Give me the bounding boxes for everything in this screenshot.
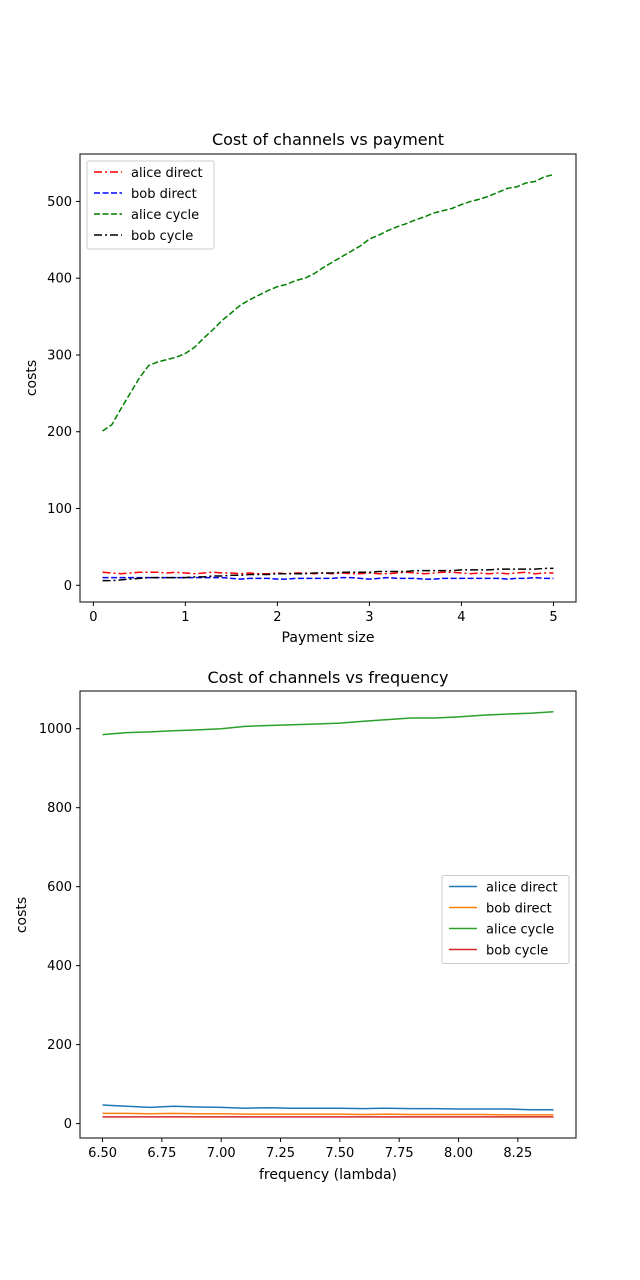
legend-label: bob direct: [131, 187, 197, 202]
frequency-chart: Cost of channels vs frequency 6.50 6.75 7.…: [14, 668, 577, 1183]
y-tick-label: 800: [47, 801, 72, 816]
series-line: [102, 1112, 554, 1116]
x-tick-label: 4: [457, 610, 465, 625]
series-line: [102, 1104, 554, 1111]
y-tick-label: 0: [64, 579, 72, 594]
legend-label: bob cycle: [131, 229, 193, 244]
x-axis-label: Payment size: [282, 630, 375, 646]
y-tick-label: 500: [47, 195, 72, 210]
x-tick-label: 7.00: [207, 1146, 236, 1161]
x-tick-label: 0: [89, 610, 97, 625]
x-tick-label: 7.25: [266, 1146, 295, 1161]
y-tick-label: 400: [47, 272, 72, 287]
frequency-legend: alice direct bob direct alice cycle bob cyc…: [441, 875, 570, 964]
x-tick-label: 8.25: [503, 1146, 532, 1161]
payment-y-ticks: 0 100 200 300 400 500: [47, 195, 80, 594]
x-tick-label: 7.50: [325, 1146, 354, 1161]
legend-label: alice cycle: [486, 923, 554, 938]
frequency-y-ticks: 0 200 400 600 800 1000: [39, 722, 80, 1132]
legend-label: bob direct: [486, 902, 552, 917]
y-tick-label: 300: [47, 348, 72, 363]
y-tick-label: 200: [47, 1038, 72, 1053]
legend-box: [86, 160, 215, 250]
payment-plot-frame: [79, 153, 577, 603]
chart-title: Cost of channels vs payment: [212, 130, 444, 149]
legend-box: [441, 875, 570, 964]
frequency-x-ticks: 6.50 6.75 7.00 7.25 7.50 7.75 8.00 8.25: [88, 1138, 532, 1161]
legend-label: alice direct: [131, 166, 203, 181]
x-tick-label: 5: [549, 610, 557, 625]
payment-chart: Cost of channels vs payment 0 1 2 3 4 5 0 100 2…: [24, 130, 577, 646]
x-tick-label: 6.75: [147, 1146, 176, 1161]
y-axis-label: costs: [14, 897, 30, 933]
frequency-plot-lines: [102, 710, 554, 1118]
y-tick-label: 400: [47, 959, 72, 974]
series-line: [102, 576, 554, 580]
y-tick-label: 0: [64, 1117, 72, 1132]
payment-plot-lines: [102, 173, 554, 582]
legend-label: bob cycle: [486, 944, 548, 959]
legend-label: alice cycle: [131, 208, 199, 223]
payment-legend: alice direct bob direct alice cycle bob cyc…: [86, 160, 215, 250]
x-tick-label: 1: [181, 610, 189, 625]
y-tick-label: 600: [47, 880, 72, 895]
payment-x-ticks: 0 1 2 3 4 5: [89, 602, 558, 625]
series-line: [102, 567, 554, 582]
series-line: [102, 710, 554, 736]
x-axis-label: frequency (lambda): [259, 1167, 397, 1183]
x-tick-label: 8.00: [444, 1146, 473, 1161]
legend-label: alice direct: [486, 881, 558, 896]
y-axis-label: costs: [24, 360, 40, 396]
series-line: [102, 173, 554, 432]
frequency-plot-frame: [79, 690, 577, 1139]
x-tick-label: 3: [365, 610, 373, 625]
y-tick-label: 1000: [39, 722, 72, 737]
x-tick-label: 7.75: [385, 1146, 414, 1161]
x-tick-label: 6.50: [88, 1146, 117, 1161]
chart-title: Cost of channels vs frequency: [207, 668, 448, 687]
x-tick-label: 2: [273, 610, 281, 625]
y-tick-label: 200: [47, 425, 72, 440]
y-tick-label: 100: [47, 502, 72, 517]
